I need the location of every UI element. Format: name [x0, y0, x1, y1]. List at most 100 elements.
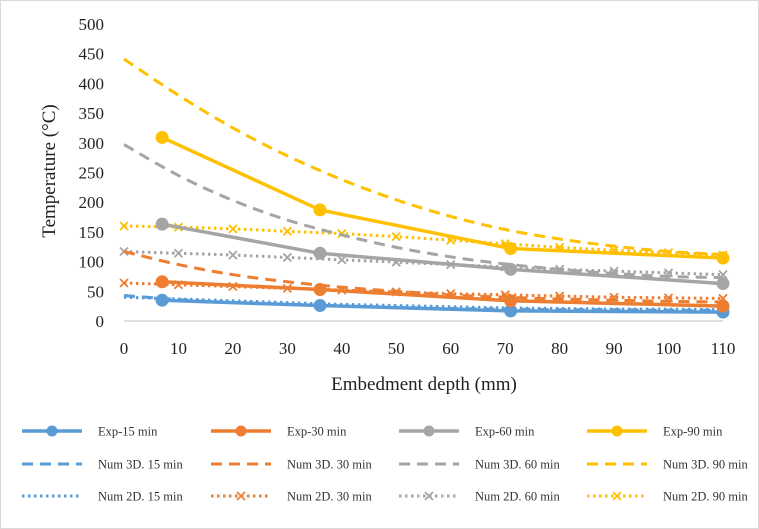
legend-item: Num 3D. 60 min: [399, 458, 560, 472]
series-exp-60-min: [155, 217, 730, 291]
y-axis-title: Temperature (°C): [39, 104, 60, 237]
data-point: [612, 491, 622, 501]
y-tick-label: 200: [79, 193, 105, 212]
data-point: [228, 224, 238, 234]
series-line: [123, 250, 724, 277]
data-point: [716, 277, 730, 291]
legend-item: Exp-30 min: [211, 425, 347, 439]
legend-label: Exp-90 min: [663, 425, 723, 439]
legend-label: Exp-15 min: [98, 425, 158, 439]
legend-label: Num 2D. 15 min: [98, 490, 183, 504]
legend-label: Num 2D. 60 min: [475, 490, 560, 504]
series-line: [162, 298, 724, 314]
series-line: [123, 57, 724, 256]
data-point: [716, 299, 730, 313]
series-line: [161, 222, 724, 286]
series-exp-30-min: [155, 275, 730, 313]
legend-label: Exp-60 min: [475, 425, 535, 439]
legend-label: Exp-30 min: [287, 425, 347, 439]
legend-item: Exp-60 min: [399, 425, 535, 439]
x-tick-label: 110: [711, 339, 736, 358]
x-axis-ticks: 0 10 20 30 40 50 60 70 80 90 100 110: [120, 339, 736, 358]
x-axis-title: Embedment depth (mm): [331, 374, 517, 395]
data-point: [155, 130, 169, 144]
y-tick-label: 300: [79, 134, 105, 153]
legend: Exp-15 min Exp-30 min Exp-60 min Exp-90 min…: [22, 425, 748, 504]
data-point: [391, 232, 401, 242]
series-exp-90-min: [155, 130, 730, 265]
x-tick-label: 50: [388, 339, 405, 358]
legend-item: Exp-15 min: [22, 425, 158, 439]
series-line: [123, 224, 724, 257]
legend-marker: [235, 425, 247, 437]
legend-item: Num 2D. 15 min: [22, 490, 183, 504]
legend-label: Num 3D. 60 min: [475, 458, 560, 472]
series-line: [123, 295, 724, 312]
x-tick-label: 40: [333, 339, 350, 358]
legend-label: Num 2D. 90 min: [663, 490, 748, 504]
legend-marker: [46, 425, 58, 437]
y-tick-label: 350: [79, 104, 105, 123]
x-tick-label: 80: [551, 339, 568, 358]
y-axis-ticks: 0 50 100 150 200 250 300 350 400 450 500: [79, 15, 105, 331]
legend-item: Num 3D. 15 min: [22, 458, 183, 472]
data-point: [119, 221, 129, 231]
y-tick-label: 50: [87, 282, 104, 301]
legend-label: Num 3D. 15 min: [98, 458, 183, 472]
data-point: [716, 251, 730, 265]
x-tick-label: 90: [606, 339, 623, 358]
series-line: [161, 135, 724, 260]
legend-label: Num 2D. 30 min: [287, 490, 372, 504]
data-point: [282, 226, 293, 236]
series-line: [123, 143, 724, 280]
y-tick-label: 500: [79, 15, 105, 34]
data-point: [313, 299, 327, 313]
plot-area: [119, 57, 730, 319]
series-line: [162, 280, 724, 308]
y-tick-label: 100: [79, 253, 105, 272]
y-tick-label: 400: [79, 74, 105, 93]
data-point: [504, 242, 518, 256]
legend-item: Exp-90 min: [587, 425, 723, 439]
y-tick-label: 250: [79, 164, 105, 183]
data-point: [424, 491, 434, 501]
y-tick-label: 150: [79, 223, 105, 242]
x-tick-label: 0: [120, 339, 129, 358]
x-tick-label: 100: [656, 339, 682, 358]
data-point: [313, 246, 327, 260]
data-point: [504, 294, 518, 308]
data-point: [119, 278, 129, 288]
legend-marker: [423, 425, 435, 437]
series-num-2d-15-min: [123, 295, 724, 312]
data-point: [173, 248, 184, 258]
series-num-3d-60-min: [123, 143, 724, 280]
legend-item: Num 2D. 30 min: [211, 490, 372, 504]
legend-item: Num 3D. 30 min: [211, 458, 372, 472]
data-point: [155, 217, 169, 231]
data-point: [313, 203, 327, 217]
data-point: [313, 283, 327, 297]
data-point: [228, 250, 238, 260]
y-tick-label: 450: [79, 45, 105, 64]
data-point: [155, 293, 169, 307]
legend-item: Num 2D. 90 min: [587, 490, 748, 504]
series-line: [123, 293, 724, 312]
y-tick-label: 0: [96, 312, 105, 331]
data-point: [337, 255, 347, 265]
series-num-3d-90-min: [123, 57, 724, 256]
x-tick-label: 20: [224, 339, 241, 358]
x-tick-label: 60: [442, 339, 459, 358]
series-num-3d-15-min: [123, 293, 724, 312]
legend-label: Num 3D. 30 min: [287, 458, 372, 472]
x-tick-label: 30: [279, 339, 296, 358]
data-point: [504, 262, 518, 276]
data-point: [282, 252, 293, 263]
x-tick-label: 10: [170, 339, 187, 358]
series-exp-15-min: [155, 293, 730, 319]
data-point: [236, 491, 246, 501]
data-point: [155, 275, 169, 289]
legend-marker: [611, 425, 623, 437]
